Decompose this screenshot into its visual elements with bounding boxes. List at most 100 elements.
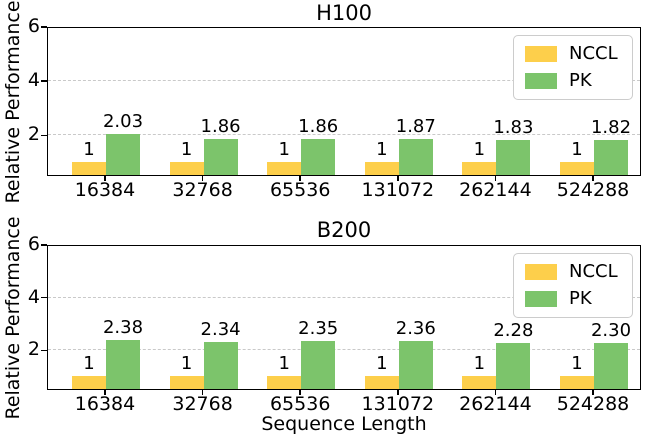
bar-pk bbox=[301, 138, 336, 175]
legend-item: NCCL bbox=[525, 263, 621, 281]
bar-value-label: 1 bbox=[83, 353, 95, 375]
legend: NCCL PK bbox=[513, 253, 633, 318]
bar-nccl bbox=[267, 376, 302, 389]
chart-title: B200 bbox=[316, 218, 372, 242]
x-tick-label: 131072 bbox=[361, 393, 435, 415]
bar-pk bbox=[594, 342, 628, 389]
bar-value-label: 2.38 bbox=[102, 317, 144, 339]
y-tick-mark bbox=[41, 80, 47, 82]
y-tick-mark bbox=[41, 296, 47, 299]
x-tick-label: 16384 bbox=[74, 179, 136, 201]
x-tick-mark bbox=[299, 390, 301, 395]
legend-item-label: PK bbox=[569, 70, 592, 91]
bar-value-label: 2.34 bbox=[200, 318, 241, 340]
x-tick-mark bbox=[397, 390, 399, 395]
bar-value-label: 1 bbox=[180, 353, 193, 375]
bar-value-label: 2.35 bbox=[298, 318, 339, 340]
legend-swatch-nccl bbox=[525, 264, 557, 280]
legend-item-label: PK bbox=[569, 288, 592, 309]
x-tick-label: 65536 bbox=[269, 393, 331, 415]
bar-value-label: 1 bbox=[376, 138, 388, 160]
bar-value-label: 1.86 bbox=[200, 115, 241, 137]
legend-item-label: NCCL bbox=[569, 43, 618, 64]
bar-value-label: 1 bbox=[571, 138, 583, 160]
bar-value-label: 1.86 bbox=[298, 115, 339, 137]
legend-item: NCCL bbox=[525, 45, 621, 63]
x-tick-label: 32768 bbox=[172, 179, 233, 201]
x-tick-label: 262144 bbox=[459, 393, 532, 415]
legend: NCCL PK bbox=[513, 35, 633, 100]
bar-value-label: 1 bbox=[473, 138, 486, 160]
x-tick-mark bbox=[592, 176, 594, 181]
x-tick-mark bbox=[494, 390, 497, 395]
bar-value-label: 2.36 bbox=[395, 317, 436, 339]
bar-pk bbox=[301, 341, 336, 389]
bar-nccl bbox=[267, 161, 302, 175]
legend-swatch-nccl bbox=[525, 46, 557, 62]
bar-value-label: 1 bbox=[278, 138, 290, 160]
bar-pk bbox=[594, 139, 628, 175]
y-tick-label: 6 bbox=[27, 15, 40, 37]
bar-value-label: 2.03 bbox=[102, 111, 144, 133]
bar-pk bbox=[398, 138, 433, 175]
y-tick-mark bbox=[41, 134, 47, 137]
bar-nccl bbox=[169, 376, 204, 389]
y-tick-mark bbox=[41, 244, 47, 246]
bar-value-label: 1 bbox=[83, 138, 95, 160]
legend-item: PK bbox=[525, 72, 621, 90]
bar-value-label: 1 bbox=[278, 353, 290, 375]
bar-value-label: 2.28 bbox=[493, 320, 534, 342]
bar-pk bbox=[106, 134, 140, 175]
x-tick-mark bbox=[201, 390, 204, 395]
x-tick-mark bbox=[592, 390, 594, 395]
bar-value-label: 1 bbox=[571, 353, 583, 375]
bar-pk bbox=[398, 340, 433, 389]
gridline bbox=[48, 133, 640, 135]
gridline bbox=[48, 349, 640, 350]
bar-value-label: 1 bbox=[376, 353, 388, 375]
x-tick-label: 524288 bbox=[556, 179, 630, 201]
x-axis-label: Sequence Length bbox=[261, 413, 427, 435]
bar-value-label: 1.82 bbox=[590, 116, 632, 138]
bar-nccl bbox=[462, 161, 497, 175]
bar-value-label: 1 bbox=[180, 138, 193, 160]
x-tick-label: 524288 bbox=[556, 393, 630, 415]
x-tick-mark bbox=[201, 176, 204, 181]
x-tick-label: 32768 bbox=[172, 393, 233, 415]
x-tick-mark bbox=[104, 390, 106, 395]
bar-pk bbox=[203, 138, 238, 175]
legend-swatch-pk bbox=[525, 73, 557, 89]
bar-nccl bbox=[560, 161, 594, 175]
x-tick-label: 65536 bbox=[269, 179, 331, 201]
bar-nccl bbox=[72, 376, 106, 389]
x-tick-mark bbox=[494, 176, 497, 181]
chart-title: H100 bbox=[316, 1, 372, 25]
x-tick-mark bbox=[299, 176, 301, 181]
bar-nccl bbox=[72, 161, 106, 175]
x-tick-label: 262144 bbox=[459, 179, 532, 201]
y-tick-label: 2 bbox=[27, 123, 40, 146]
y-tick-label: 4 bbox=[27, 285, 40, 308]
bar-pk bbox=[496, 343, 531, 389]
bar-value-label: 1.83 bbox=[493, 116, 534, 138]
y-tick-mark bbox=[41, 349, 47, 352]
y-tick-label: 6 bbox=[27, 233, 40, 255]
y-tick-label: 2 bbox=[27, 338, 40, 361]
y-tick-mark bbox=[41, 26, 47, 28]
y-tick-label: 4 bbox=[27, 69, 40, 92]
x-tick-label: 16384 bbox=[74, 393, 136, 415]
bar-value-label: 1.87 bbox=[395, 115, 436, 137]
gridline bbox=[48, 80, 640, 82]
bar-nccl bbox=[462, 376, 497, 389]
bar-pk bbox=[106, 340, 140, 389]
bar-nccl bbox=[364, 161, 399, 175]
x-tick-label: 131072 bbox=[361, 179, 435, 201]
bar-value-label: 1 bbox=[473, 353, 486, 375]
legend-swatch-pk bbox=[525, 291, 557, 307]
bar-pk bbox=[203, 341, 238, 389]
bar-pk bbox=[496, 139, 531, 175]
legend-item-label: NCCL bbox=[569, 261, 618, 282]
